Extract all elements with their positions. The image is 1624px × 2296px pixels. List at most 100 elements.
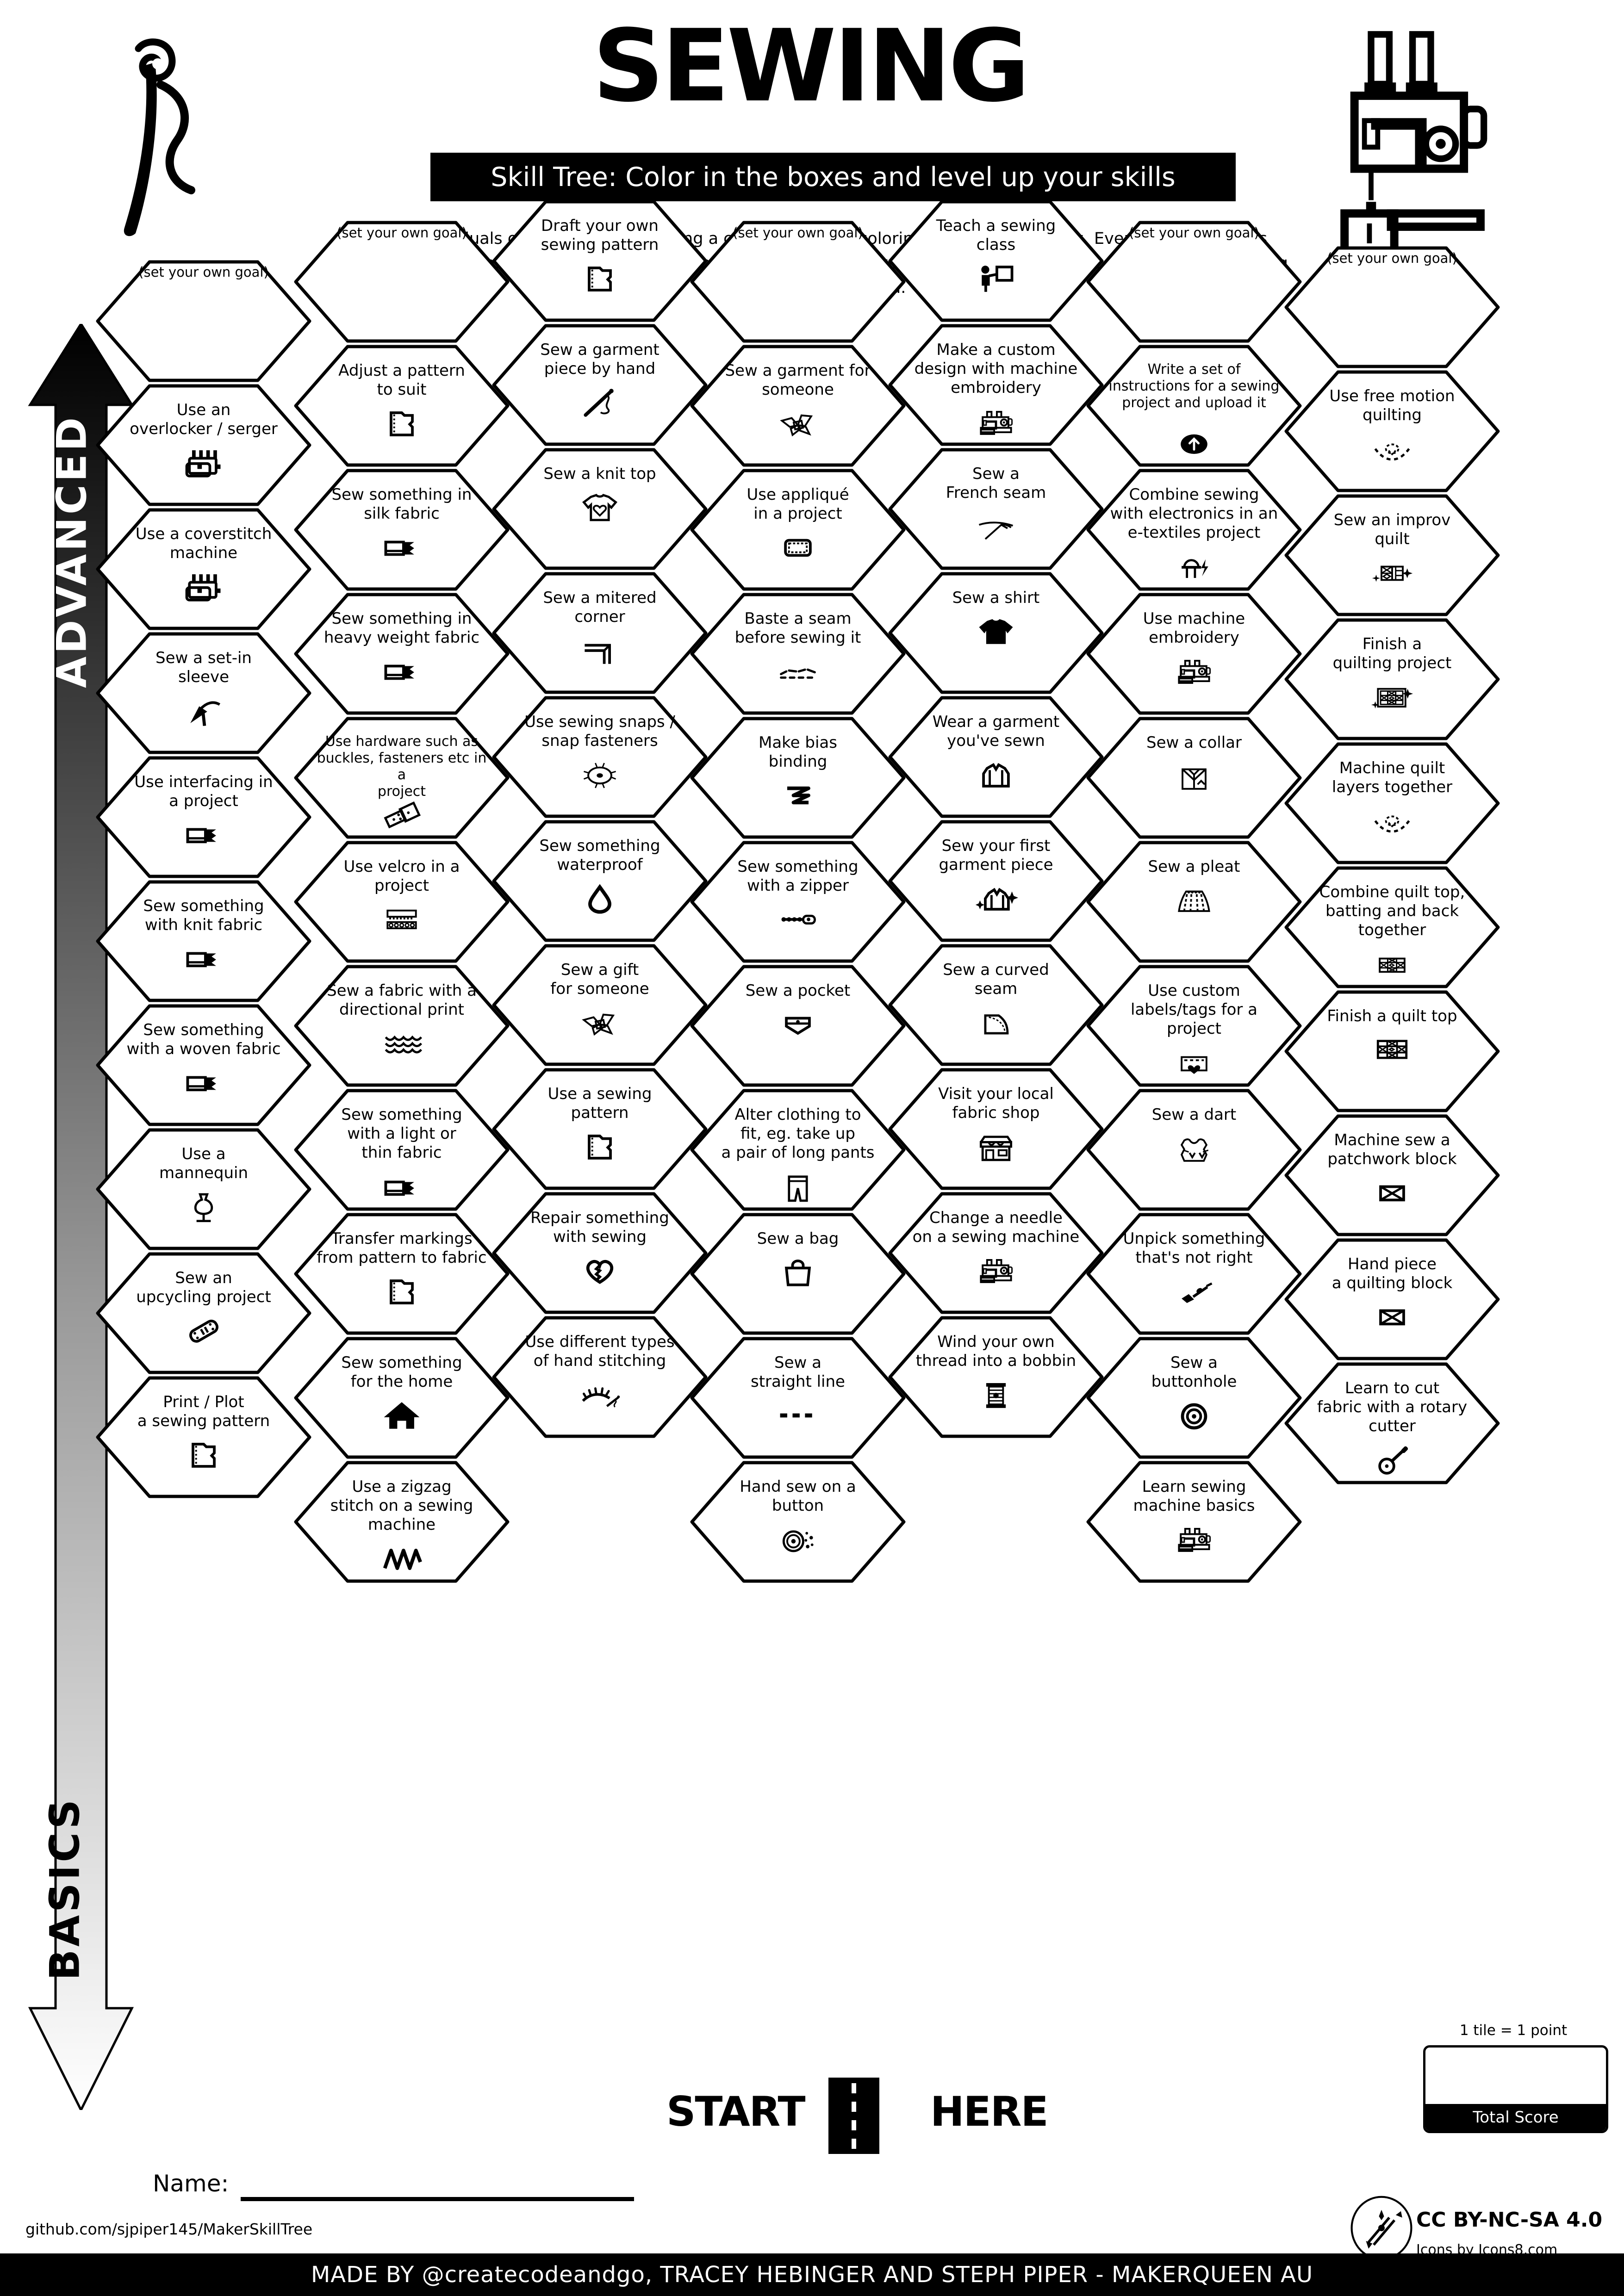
skill-hex-col-6-7[interactable]: Use custom labels/tags for a project — [1085, 964, 1303, 1088]
skill-hex-col-6-6[interactable]: Sew a pleat — [1085, 840, 1303, 964]
skill-hex-col-2-7[interactable]: Sew a fabric with a directional print — [293, 964, 510, 1088]
skill-hex-col-3-2[interactable]: Sew a garment piece by hand — [491, 323, 709, 447]
skill-hex-col-3-3[interactable]: Sew a knit top — [491, 447, 709, 571]
skill-hex-col-5-9[interactable]: Change a needle on a sewing machine — [887, 1191, 1105, 1315]
skill-hex-col-7-5[interactable]: Machine quilt layers together — [1283, 741, 1501, 865]
skill-hex-col-5-8[interactable]: Visit your local fabric shop — [887, 1067, 1105, 1191]
skill-hex-col-2-9[interactable]: Transfer markings from pattern to fabric — [293, 1212, 510, 1336]
skill-hex-col-4-8[interactable]: Alter clothing to fit, eg. take up a pair … — [689, 1088, 907, 1212]
skill-hex-col-6-5[interactable]: Sew a collar — [1085, 716, 1303, 840]
skill-hex-col-1-2[interactable]: Use an overlocker / serger — [95, 383, 312, 507]
skill-hex-col-3-5[interactable]: Use sewing snaps / snap fasteners — [491, 695, 709, 819]
skill-hex-col-2-2[interactable]: Adjust a pattern to suit — [293, 344, 510, 468]
skill-hex-col-7-4[interactable]: Finish a quilting project — [1283, 617, 1501, 741]
page-title: SEWING — [592, 8, 1030, 124]
skill-hex-col-7-2[interactable]: Use free motion quilting — [1283, 369, 1501, 493]
skill-hex-col-6-4[interactable]: Use machine embroidery — [1085, 592, 1303, 716]
skill-hex-col-1-5[interactable]: Use interfacing in a project — [95, 755, 312, 879]
total-score-box[interactable]: Total Score — [1423, 2045, 1608, 2133]
skill-hex-col-5-2[interactable]: Make a custom design with machine embroide… — [887, 323, 1105, 447]
improv-quilt-icon — [1370, 551, 1414, 595]
skill-hex-col-4-4[interactable]: Baste a seam before sewing it — [689, 592, 907, 716]
skill-hex-col-4-3[interactable]: Use appliqué in a project — [689, 468, 907, 592]
skill-hex-col-6-11[interactable]: Learn sewing machine basics — [1085, 1460, 1303, 1584]
fabric-bolt-icon — [181, 813, 226, 857]
skill-hex-col-5-1[interactable]: Teach a sewing class — [887, 199, 1105, 323]
skill-hex-col-5-4[interactable]: Sew a shirt — [887, 571, 1105, 695]
fabric-bolt-icon — [380, 1165, 424, 1210]
skill-hex-col-2-8[interactable]: Sew something with a light or thin fabric — [293, 1088, 510, 1212]
velcro-icon — [380, 897, 424, 942]
road-icon — [828, 2078, 879, 2154]
skill-hex-col-4-6[interactable]: Sew something with a zipper — [689, 840, 907, 964]
skill-hex-col-3-10[interactable]: Use different types of hand stitching — [491, 1315, 709, 1439]
skill-label: Sew something in silk fabric — [331, 485, 472, 523]
skill-hex-col-4-2[interactable]: Sew a garment for someone — [689, 344, 907, 468]
buttonhole-icon — [1172, 1393, 1216, 1438]
skill-hex-col-5-5[interactable]: Wear a garment you've sewn — [887, 695, 1105, 819]
skill-label: Visit your local fabric shop — [938, 1084, 1054, 1122]
subtitle-banner: Skill Tree: Color in the boxes and level… — [430, 153, 1236, 201]
skill-hex-col-4-7[interactable]: Sew a pocket — [689, 964, 907, 1088]
directional-print-icon — [380, 1021, 424, 1066]
skill-hex-col-3-7[interactable]: Sew a gift for someone — [491, 943, 709, 1067]
gift-bow-icon — [578, 1000, 622, 1045]
skill-hex-col-1-10[interactable]: Print / Plot a sewing pattern — [95, 1375, 312, 1499]
skill-hex-col-1-1[interactable]: (set your own goal) — [95, 259, 312, 383]
skill-hex-col-5-3[interactable]: Sew a French seam — [887, 447, 1105, 571]
skill-label: Sew something with knit fabric — [143, 896, 264, 934]
skill-hex-col-7-1[interactable]: (set your own goal) — [1283, 245, 1501, 369]
skill-hex-col-7-10[interactable]: Learn to cut fabric with a rotary cutter — [1283, 1361, 1501, 1485]
skill-hex-col-6-1[interactable]: (set your own goal) — [1085, 220, 1303, 344]
skill-hex-col-3-6[interactable]: Sew something waterproof — [491, 819, 709, 943]
skill-hex-col-6-8[interactable]: Sew a dart — [1085, 1088, 1303, 1212]
zipper-icon — [776, 897, 820, 942]
sewing-machine-icon — [1172, 649, 1216, 694]
skill-hex-col-4-11[interactable]: Hand sew on a button — [689, 1460, 907, 1584]
skill-hex-col-7-3[interactable]: Sew an improv quilt — [1283, 493, 1501, 617]
skill-hex-col-7-6[interactable]: Combine quilt top, batting and back togeth… — [1283, 865, 1501, 989]
skill-hex-col-2-6[interactable]: Use velcro in a project — [293, 840, 510, 964]
skill-hex-col-3-9[interactable]: Repair something with sewing — [491, 1191, 709, 1315]
bias-binding-icon — [776, 773, 820, 818]
skill-hex-col-3-1[interactable]: Draft your own sewing pattern — [491, 199, 709, 323]
dashed-line-icon — [776, 1393, 820, 1438]
skill-hex-col-6-3[interactable]: Combine sewing with electronics in an e-te… — [1085, 468, 1303, 592]
skill-hex-col-5-6[interactable]: Sew your first garment piece — [887, 819, 1105, 943]
skill-hex-col-4-10[interactable]: Sew a straight line — [689, 1336, 907, 1460]
bobbin-icon — [974, 1372, 1018, 1417]
skill-hex-col-2-5[interactable]: Use hardware such as buckles, fasteners e… — [293, 716, 510, 840]
skill-hex-col-2-4[interactable]: Sew something in heavy weight fabric — [293, 592, 510, 716]
skill-hex-col-3-8[interactable]: Use a sewing pattern — [491, 1067, 709, 1191]
skill-hex-col-4-9[interactable]: Sew a bag — [689, 1212, 907, 1336]
skill-label: Use a sewing pattern — [548, 1084, 652, 1122]
skill-hex-col-4-1[interactable]: (set your own goal) — [689, 220, 907, 344]
skill-hex-col-5-7[interactable]: Sew a curved seam — [887, 943, 1105, 1067]
name-input-line[interactable] — [241, 2197, 634, 2201]
skill-hex-col-1-7[interactable]: Sew something with a woven fabric — [95, 1003, 312, 1127]
collar-icon — [1172, 753, 1216, 798]
patchwork-block-icon — [1370, 1295, 1414, 1339]
skill-hex-col-2-11[interactable]: Use a zigzag stitch on a sewing machine — [293, 1460, 510, 1584]
skill-hex-col-2-1[interactable]: (set your own goal) — [293, 220, 510, 344]
skill-hex-col-6-2[interactable]: Write a set of instructions for a sewing p… — [1085, 344, 1303, 468]
skill-hex-col-5-10[interactable]: Wind your own thread into a bobbin — [887, 1315, 1105, 1439]
skill-label: Use hardware such as buckles, fasteners e… — [317, 733, 487, 800]
skill-hex-col-7-7[interactable]: Finish a quilt top — [1283, 989, 1501, 1113]
skill-label: Sew a straight line — [751, 1353, 845, 1391]
skill-hex-col-2-10[interactable]: Sew something for the home — [293, 1336, 510, 1460]
skill-hex-col-6-9[interactable]: Unpick something that's not right — [1085, 1212, 1303, 1336]
skill-label: Use different types of hand stitching — [525, 1332, 675, 1370]
skill-hex-col-2-3[interactable]: Sew something in silk fabric — [293, 468, 510, 592]
skill-hex-col-7-9[interactable]: Hand piece a quilting block — [1283, 1237, 1501, 1361]
skill-hex-col-1-6[interactable]: Sew something with knit fabric — [95, 879, 312, 1003]
skill-hex-col-1-3[interactable]: Use a coverstitch machine — [95, 507, 312, 631]
pattern-piece-icon — [578, 256, 622, 301]
skill-hex-col-1-8[interactable]: Use a mannequin — [95, 1127, 312, 1251]
skill-hex-col-4-5[interactable]: Make bias binding — [689, 716, 907, 840]
skill-hex-col-1-4[interactable]: Sew a set-in sleeve — [95, 631, 312, 755]
skill-hex-col-6-10[interactable]: Sew a buttonhole — [1085, 1336, 1303, 1460]
skill-hex-col-1-9[interactable]: Sew an upcycling project — [95, 1251, 312, 1375]
skill-hex-col-3-4[interactable]: Sew a mitered corner — [491, 571, 709, 695]
skill-hex-col-7-8[interactable]: Machine sew a patchwork block — [1283, 1113, 1501, 1237]
